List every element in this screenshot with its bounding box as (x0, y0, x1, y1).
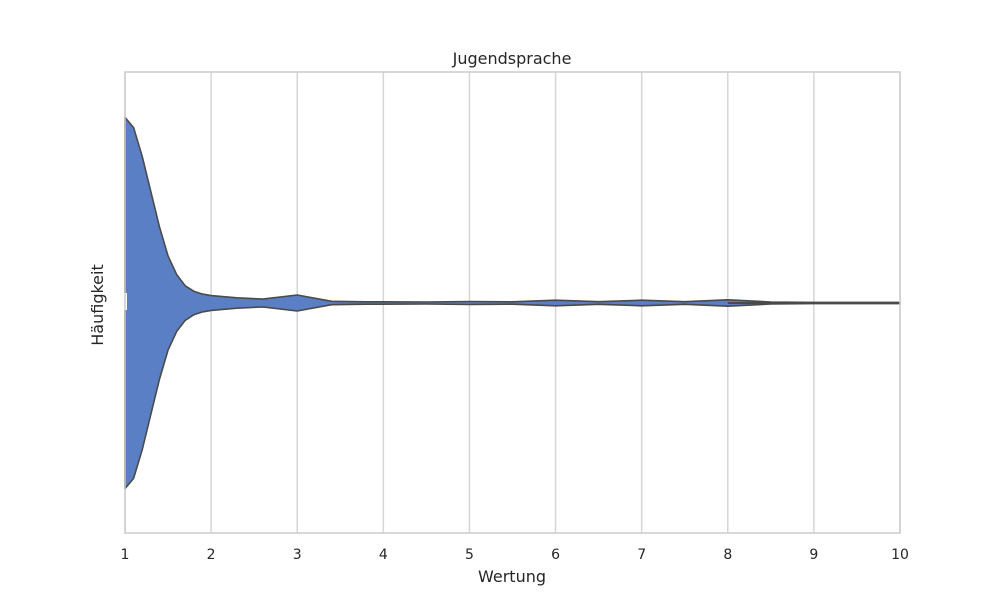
x-tick-label-9: 9 (809, 547, 818, 563)
x-axis-label: Wertung (478, 567, 546, 586)
x-tick-label-4: 4 (379, 547, 388, 563)
x-tick-label-8: 8 (723, 547, 732, 563)
x-tick-label-10: 10 (891, 547, 909, 563)
x-tick-label-5: 5 (465, 547, 474, 563)
x-tick-labels: 1 2 3 4 5 6 7 8 9 10 (121, 547, 909, 563)
x-tick-label-3: 3 (293, 547, 302, 563)
x-tick-label-2: 2 (207, 547, 216, 563)
x-tick-label-6: 6 (551, 547, 560, 563)
x-tick-label-7: 7 (637, 547, 646, 563)
chart-title: Jugendsprache (452, 49, 572, 68)
x-tick-label-1: 1 (121, 547, 130, 563)
plot-frame (124, 71, 901, 534)
y-axis-label: Häufigkeit (88, 264, 107, 345)
